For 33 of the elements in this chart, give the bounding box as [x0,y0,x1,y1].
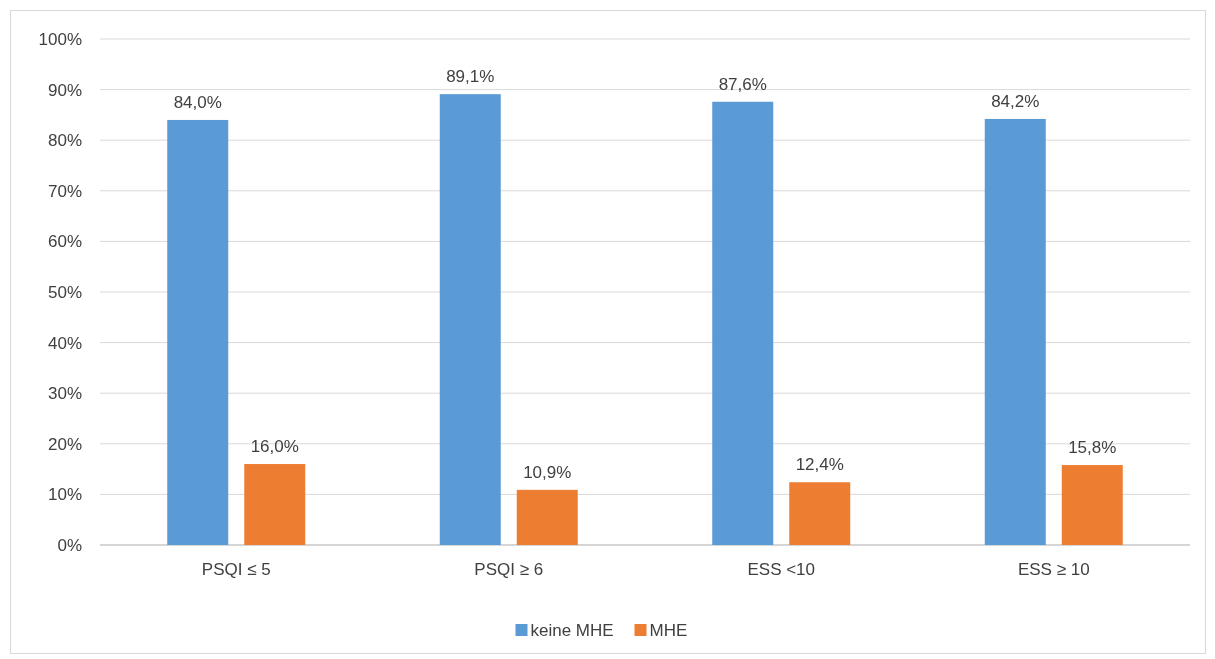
bar [712,101,774,545]
data-label: 16,0% [250,437,299,457]
data-label: 84,2% [991,91,1040,111]
data-label: 87,6% [718,74,767,94]
y-tick-label: 30% [47,384,82,404]
y-tick-label: 0% [57,536,82,555]
y-tick-label: 10% [47,485,82,505]
bar [244,464,306,545]
y-tick-label: 50% [47,283,82,302]
x-tick-label: PSQI ≤ 5 [201,560,271,579]
bar [439,94,501,545]
x-tick-label: PSQI ≥ 6 [474,560,544,579]
data-label: 12,4% [795,455,844,475]
bar [984,118,1046,545]
bar [516,489,578,545]
legend-label: keine MHE [530,621,614,640]
y-tick-label: 90% [47,80,82,100]
y-tick-label: 20% [47,434,82,454]
data-label: 84,0% [173,92,222,112]
y-tick-label: 70% [47,181,82,201]
data-label: 10,9% [523,462,572,482]
x-tick-label: ESS <10 [747,560,816,579]
x-tick-label: ESS ≥ 10 [1017,560,1090,579]
y-tick-label: 100% [38,30,82,49]
data-label: 89,1% [446,67,495,87]
legend-label: MHE [649,621,688,640]
bar [1061,465,1123,545]
y-tick-label: 80% [47,131,82,151]
y-tick-label: 40% [47,333,82,353]
bar [789,482,851,545]
data-label: 15,8% [1068,438,1117,458]
y-tick-label: 60% [47,232,82,252]
bar [167,119,229,545]
